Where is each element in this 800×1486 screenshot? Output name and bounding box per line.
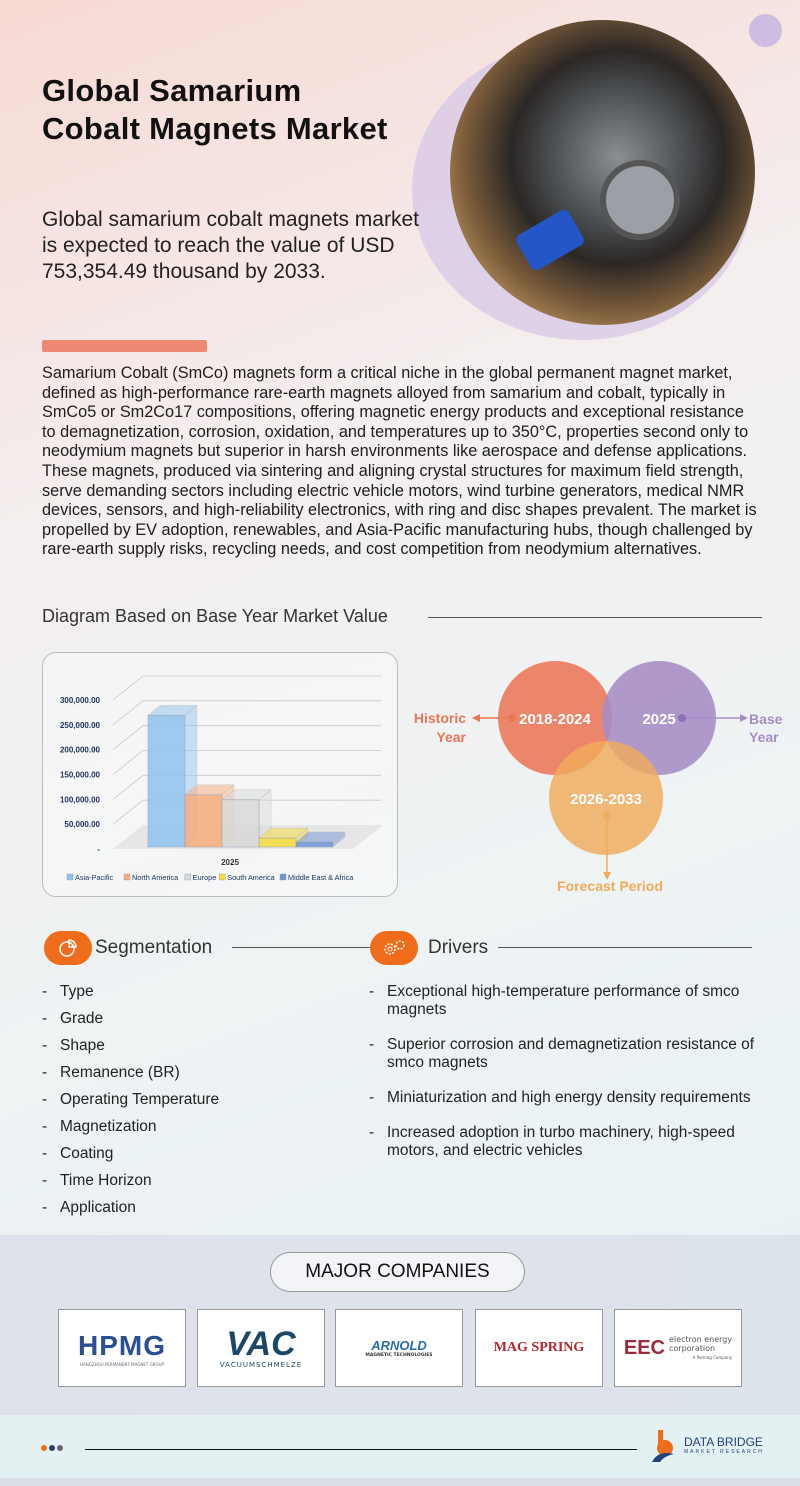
list-item: Coating: [42, 1145, 219, 1172]
list-item: Remanence (BR): [42, 1064, 219, 1091]
market-description: Samarium Cobalt (SmCo) magnets form a cr…: [42, 364, 757, 559]
y-tick-label: -: [97, 845, 100, 854]
bar-middle-east-africa: [295, 841, 334, 848]
segmentation-title: Segmentation: [95, 937, 213, 958]
list-item: Magnetization: [42, 1118, 219, 1145]
drivers-title: Drivers: [428, 937, 489, 958]
legend-label: South America: [227, 873, 275, 882]
logo-magspring: MAG SPRING: [475, 1309, 603, 1387]
divider: [428, 617, 762, 618]
gears-icon: [384, 940, 405, 955]
y-tick-label: 250,000.00: [60, 721, 101, 730]
logo-vac: VAC VACUUMSCHMELZE: [197, 1309, 325, 1387]
brand-logo-icon: [650, 1430, 678, 1464]
legend-label: North America: [132, 873, 179, 882]
market-summary: Global samarium cobalt magnets market is…: [42, 208, 419, 283]
legend-swatch: [184, 873, 191, 881]
bar-north-america: [184, 794, 223, 848]
gridline: [112, 700, 381, 726]
legend-label: Middle East & Africa: [288, 873, 354, 882]
bar-south-america: [258, 837, 297, 848]
legend-label: Asia-Pacific: [75, 873, 113, 882]
legend-swatch: [123, 873, 131, 881]
list-item: Exceptional high-temperature performance…: [369, 983, 779, 1019]
hero-photo: [450, 20, 755, 325]
legend-swatch: [219, 873, 226, 881]
gridline: [112, 774, 381, 800]
legend-label: Europe: [193, 873, 217, 882]
legend-swatch: [66, 873, 74, 881]
list-item: Miniaturization and high energy density …: [369, 1089, 779, 1107]
bar-europe: [221, 799, 260, 848]
timeline-venn: 2018-2024 2025 2026-2033 Historic Year B…: [414, 661, 783, 894]
segmentation-list: Type Grade Shape Remanence (BR) Operatin…: [42, 983, 219, 1226]
list-item: Time Horizon: [42, 1172, 219, 1199]
forecast-years: 2026-2033: [570, 791, 642, 808]
bar-asia-pacific: [147, 715, 186, 848]
drivers-list: Exceptional high-temperature performance…: [369, 983, 779, 1177]
logo-hpmg: HPMG HANGZHOU PERMANENT MAGNET GROUP: [58, 1309, 186, 1387]
major-companies-title: MAJOR COMPANIES: [270, 1252, 525, 1292]
divider: [232, 947, 372, 948]
logo-eec: EEC electron energy corporation A Permag C…: [614, 1309, 742, 1387]
y-tick-label: 150,000.00: [60, 771, 101, 780]
dots-icon: [41, 1445, 63, 1451]
list-item: Application: [42, 1199, 219, 1226]
gridline: [112, 725, 381, 750]
bar-chart: - 50,000.00 100,000.00 150,000.00 200,000.00…: [42, 652, 398, 897]
legend-swatch: [279, 873, 287, 881]
brand-name: DATA BRIDGE MARKET RESEARCH: [684, 1435, 764, 1455]
footer-line: [85, 1449, 637, 1450]
footer: [0, 1415, 800, 1478]
gridline: [112, 675, 381, 701]
gridline: [112, 750, 381, 775]
divider: [498, 947, 752, 948]
diagram-heading: Diagram Based on Base Year Market Value: [42, 606, 388, 626]
base-year: 2025: [642, 711, 675, 728]
x-tick-label: 2025: [221, 858, 239, 867]
base-label-2: Year: [749, 729, 779, 745]
historic-years: 2018-2024: [519, 711, 591, 728]
bottom-band: [0, 1478, 800, 1486]
pie-chart-icon: [59, 939, 77, 957]
list-item: Superior corrosion and demagnetization r…: [369, 1036, 779, 1072]
drivers-icon-pill: [370, 931, 418, 965]
base-label: Base: [749, 711, 783, 727]
gridline: [112, 799, 381, 825]
list-item: Type: [42, 983, 219, 1010]
historic-label: Historic: [414, 710, 466, 726]
forecast-label: Forecast Period: [557, 878, 663, 894]
y-tick-label: 100,000.00: [60, 795, 101, 804]
list-item: Shape: [42, 1037, 219, 1064]
forecast-circle: [549, 741, 663, 855]
list-item: Operating Temperature: [42, 1091, 219, 1118]
base-circle: [602, 661, 716, 775]
page-title: Global Samarium Cobalt Magnets Market: [42, 73, 388, 146]
logo-arnold: ARNOLD MAGNETIC TECHNOLOGIES: [335, 1309, 463, 1387]
y-tick-label: 200,000.00: [60, 746, 101, 755]
historic-label-2: Year: [436, 729, 466, 745]
decor-circle-small: [749, 14, 782, 47]
accent-bar: [42, 340, 207, 352]
y-tick-label: 300,000.00: [60, 696, 101, 705]
list-item: Increased adoption in turbo machinery, h…: [369, 1124, 779, 1160]
segmentation-icon-pill: [44, 931, 92, 965]
list-item: Grade: [42, 1010, 219, 1037]
y-tick-label: 50,000.00: [64, 820, 100, 829]
